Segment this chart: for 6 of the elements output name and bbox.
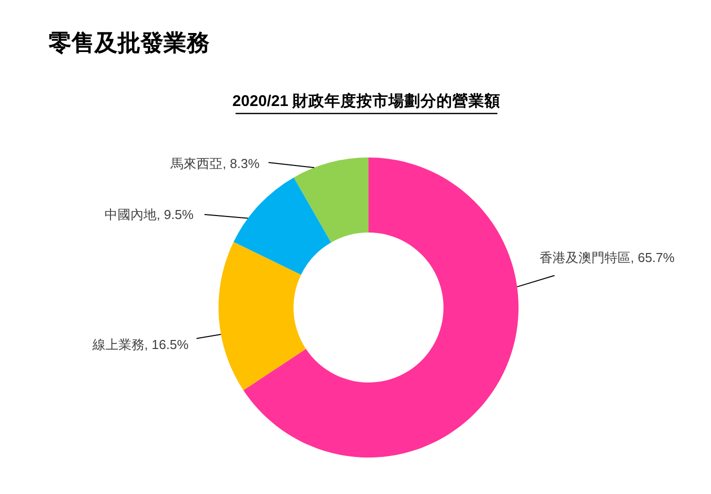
slice-label: 香港及澳門特區, 65.7% [540, 250, 676, 265]
slice-label: 中國內地, 9.5% [104, 207, 194, 222]
chart-title: 零售及批發業務 [48, 30, 210, 56]
slice-label: 線上業務, 16.5% [91, 337, 189, 352]
slice-label: 馬來西亞, 8.3% [170, 156, 260, 171]
chart-subtitle: 2020/21 財政年度按市場劃分的營業額 [232, 91, 501, 110]
